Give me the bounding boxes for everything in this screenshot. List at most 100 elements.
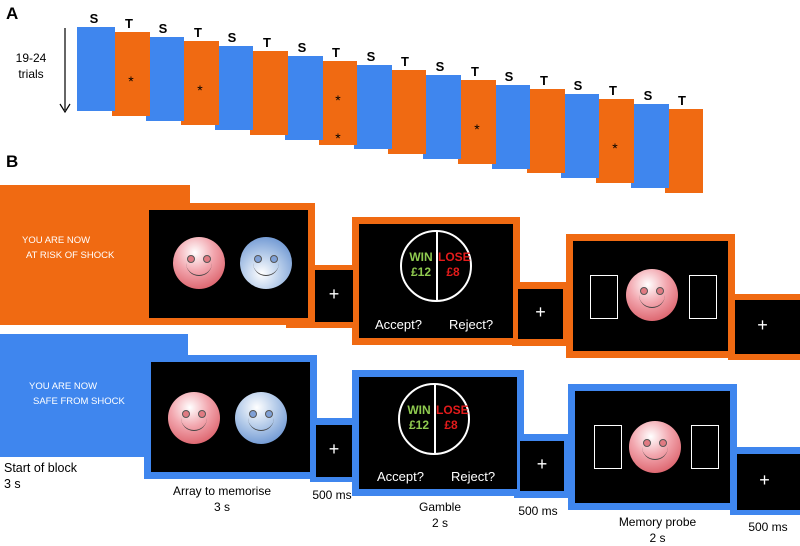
block-type-label: S [297,40,307,55]
fixation-cross: + [759,470,770,490]
red-face-icon [173,237,225,289]
face-eye [270,255,278,263]
caption-start-title: Start of block [4,461,77,475]
probe-face-icon [626,269,678,321]
safe-cue-line1: YOU ARE NOW [29,381,98,392]
face-eye [656,287,664,295]
reject-option: Reject? [451,469,496,484]
face-eye [198,410,206,418]
block-type-label: S [643,88,653,103]
face-eye [187,255,195,263]
block-type-label: S [435,59,445,74]
lose-label: LOSE [438,250,471,264]
safe-block [561,94,599,178]
face-mouth [248,418,274,431]
caption-isi-3: 500 ms [748,520,788,534]
face-mouth [642,447,668,460]
threat-block [250,51,288,135]
safe-gamble-screen: WIN £12 LOSE £8 Accept? Reject? [359,377,517,489]
block-type-label: S [366,49,376,64]
face-eye [659,439,667,447]
caption-gamble: Gamble 2 s [400,499,480,531]
caption-gamble-title: Gamble [418,500,462,514]
threat-cue-line2: AT RISK OF SHOCK [26,250,115,261]
face-eye [265,410,273,418]
threat-fixation-screen-2: + [518,289,563,339]
shock-marker: * [335,130,341,146]
accept-option: Accept? [375,317,422,332]
blue-face-icon [235,392,287,444]
fixation-cross: + [535,302,546,322]
block-type-label: T [194,25,202,40]
safe-fixation-screen-2: + [520,441,564,491]
block-type-label: S [89,11,99,26]
face-eye [643,439,651,447]
face-eye [182,410,190,418]
threat-gamble-screen: WIN £12 LOSE £8 Accept? Reject? [359,224,513,338]
trials-arrow-head [59,103,71,114]
block-type-label: T [471,64,479,79]
shock-marker: * [335,92,341,108]
safe-block [631,104,669,188]
shock-marker: * [197,82,203,98]
caption-probe: Memory probe 2 s [600,514,715,546]
gamble-divider [434,385,436,453]
lose-amount: £8 [446,265,460,279]
threat-probe-screen [573,241,728,351]
shock-marker: * [612,140,618,156]
win-amount: £12 [410,265,432,279]
probe-placeholder-right [691,425,719,469]
block-type-label: S [227,30,237,45]
shock-marker: * [474,121,480,137]
panel-a-label: A [6,4,19,23]
reject-option: Reject? [449,317,494,332]
safe-block [423,75,461,159]
blue-face-icon [240,237,292,289]
fixation-cross: + [328,284,340,304]
trials-count: 19-24 [15,51,47,65]
face-eye [249,410,257,418]
safe-block [215,46,253,130]
face-eye [254,255,262,263]
threat-block [596,99,634,183]
safe-array-screen [151,362,310,472]
block-type-label: T [540,73,548,88]
safe-block [354,65,392,149]
threat-block [527,89,565,173]
probe-face-icon [629,421,681,473]
face-eye [640,287,648,295]
block-type-label: T [125,16,133,31]
caption-gamble-duration: 2 s [431,516,448,530]
block-type-label: T [263,35,271,50]
face-eye [203,255,211,263]
face-mouth [639,295,665,308]
threat-block [112,32,150,116]
trials-word: trials [18,67,44,81]
threat-block [388,70,426,154]
fixation-cross: + [536,454,548,474]
caption-isi-2: 500 ms [518,504,558,518]
probe-placeholder-left [594,425,622,469]
lose-label: LOSE [436,403,469,417]
safe-fixation-screen-3: + [737,454,800,510]
trials-label: 19-24 trials [8,50,54,82]
threat-block [458,80,496,164]
caption-probe-title: Memory probe [618,515,697,529]
block-type-label: T [609,83,617,98]
safe-cue-line2: SAFE FROM SHOCK [33,396,125,407]
block-type-label: T [332,45,340,60]
caption-isi-1: 500 ms [312,488,352,502]
caption-array-title: Array to memorise [172,484,272,498]
caption-probe-duration: 2 s [649,531,666,545]
threat-block [319,61,357,145]
face-mouth [181,418,207,431]
fixation-cross: + [328,439,340,459]
accept-option: Accept? [377,469,424,484]
threat-cue-line1: YOU ARE NOW [22,235,91,246]
red-face-icon [168,392,220,444]
lose-amount: £8 [444,418,458,432]
win-label: WIN [409,250,433,264]
gamble-wheel: WIN £12 LOSE £8 [400,230,472,302]
threat-fixation-screen-1: + [315,270,353,322]
caption-start-duration: 3 s [4,477,21,491]
